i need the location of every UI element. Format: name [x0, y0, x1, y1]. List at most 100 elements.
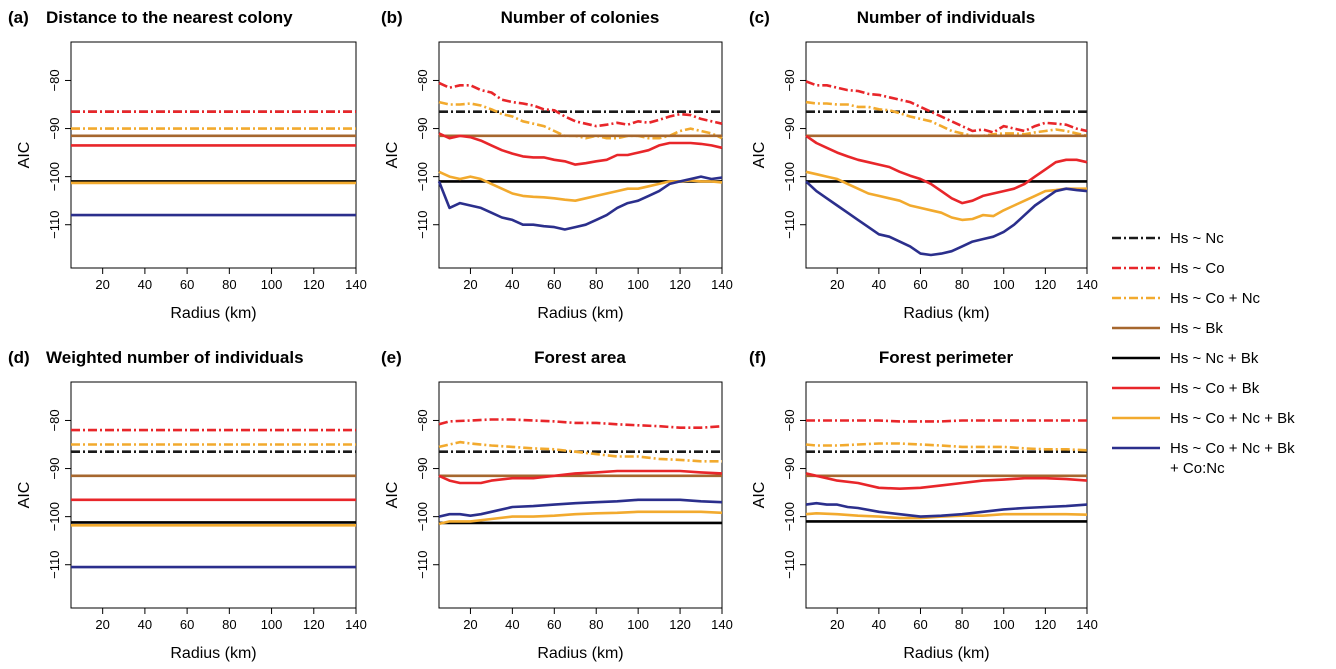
- x-tick-label: 120: [303, 277, 325, 292]
- x-tick-label: 100: [261, 277, 283, 292]
- x-tick-label: 80: [955, 277, 969, 292]
- y-axis-label: AIC: [16, 142, 33, 169]
- panel-f: (f) Forest perimeter 20 40 60 80 100 120 140 −80 −…: [749, 348, 1098, 662]
- y-tick-label: −80: [782, 409, 797, 431]
- y-tick-label: −100: [415, 162, 430, 191]
- x-tick-label: 40: [505, 277, 519, 292]
- series-line-full: [438, 498, 723, 518]
- legend-label: Hs ~ Co: [1170, 260, 1225, 277]
- x-tick-label: 20: [830, 277, 844, 292]
- panel-e: (e) Forest area 20 40 60 80 100 120 140 −80 −90 −10…: [381, 348, 733, 662]
- x-tick-label: 120: [1035, 277, 1057, 292]
- series-line-concbk: [805, 170, 1087, 222]
- x-tick-label: 120: [669, 277, 691, 292]
- series-line-conc: [805, 442, 1088, 452]
- panel-title: Number of individuals: [857, 8, 1036, 27]
- panel-letter: (b): [381, 8, 403, 27]
- x-tick-label: 120: [303, 617, 325, 632]
- series-line-conc: [805, 100, 1088, 138]
- x-tick-label: 140: [1076, 277, 1098, 292]
- y-tick-label: −110: [415, 551, 430, 579]
- panel-letter: (c): [749, 8, 770, 27]
- y-tick-label: −110: [47, 211, 62, 239]
- y-axis-label: AIC: [384, 142, 401, 169]
- x-tick-label: 100: [261, 617, 283, 632]
- series-line-full: [805, 180, 1088, 257]
- series-line-concbk: [438, 170, 723, 202]
- x-tick-label: 40: [505, 617, 519, 632]
- panel-letter: (d): [8, 348, 30, 367]
- x-axis-label: Radius (km): [537, 305, 623, 322]
- panel-letter: (f): [749, 348, 766, 367]
- plot-frame: [438, 41, 723, 269]
- y-tick-label: −80: [47, 409, 62, 431]
- panel-title: Forest area: [534, 348, 626, 367]
- y-tick-label: −90: [47, 118, 62, 140]
- legend-label: Hs ~ Co + Nc: [1170, 290, 1261, 307]
- x-tick-label: 60: [913, 617, 927, 632]
- series-line-cobk: [438, 132, 723, 166]
- x-tick-label: 60: [180, 617, 194, 632]
- y-axis-label: AIC: [751, 482, 768, 509]
- y-tick-label: −100: [782, 502, 797, 531]
- plot-frame: [70, 381, 357, 609]
- series-line-full: [437, 175, 723, 231]
- x-tick-label: 80: [222, 277, 236, 292]
- plot-frame: [70, 41, 357, 269]
- x-axis-label: Radius (km): [903, 645, 989, 662]
- y-tick-label: −100: [47, 162, 62, 191]
- y-tick-label: −80: [47, 69, 62, 91]
- plot-frame: [805, 41, 1088, 269]
- series-line-cobk: [805, 472, 1088, 490]
- y-axis-label: AIC: [16, 482, 33, 509]
- legend-label: Hs ~ Nc: [1170, 230, 1224, 247]
- y-tick-label: −80: [415, 69, 430, 91]
- x-axis-label: Radius (km): [170, 305, 256, 322]
- panel-title: Forest perimeter: [879, 348, 1014, 367]
- legend-label: Hs ~ Co + Nc + Bk: [1170, 410, 1295, 427]
- panel-letter: (a): [8, 8, 29, 27]
- y-tick-label: −90: [782, 458, 797, 480]
- x-tick-label: 80: [955, 617, 969, 632]
- x-tick-label: 140: [345, 277, 367, 292]
- series-line-conc: [438, 100, 723, 140]
- series-line-cobk: [438, 469, 723, 485]
- y-tick-label: −90: [415, 458, 430, 480]
- y-tick-label: −90: [415, 118, 430, 140]
- x-tick-label: 80: [589, 277, 603, 292]
- x-tick-label: 140: [1076, 617, 1098, 632]
- legend-label: Hs ~ Co + Nc + Bk: [1170, 440, 1295, 457]
- x-tick-label: 40: [872, 277, 886, 292]
- x-tick-label: 40: [872, 617, 886, 632]
- y-tick-label: −80: [415, 409, 430, 431]
- panel-a: (a) Distance to the nearest colony 20 40 60 8…: [8, 8, 367, 322]
- x-tick-label: 20: [463, 617, 477, 632]
- x-tick-label: 20: [830, 617, 844, 632]
- y-tick-label: −80: [782, 69, 797, 91]
- x-tick-label: 20: [463, 277, 477, 292]
- series-line-cobk: [805, 134, 1088, 205]
- legend-label: Hs ~ Nc + Bk: [1170, 350, 1259, 367]
- series-line-co: [806, 419, 1087, 423]
- y-tick-label: −110: [782, 211, 797, 239]
- y-tick-label: −90: [782, 118, 797, 140]
- panel-b: (b) Number of colonies 20 40 60 80 100 120 140 −8…: [381, 8, 733, 322]
- x-tick-label: 60: [180, 277, 194, 292]
- x-axis-label: Radius (km): [537, 645, 623, 662]
- y-tick-label: −100: [415, 502, 430, 531]
- x-tick-label: 80: [589, 617, 603, 632]
- x-tick-label: 100: [627, 277, 649, 292]
- legend-label: Hs ~ Co + Bk: [1170, 380, 1260, 397]
- y-tick-label: −110: [415, 211, 430, 239]
- x-tick-label: 60: [547, 277, 561, 292]
- panel-title: Distance to the nearest colony: [46, 8, 293, 27]
- x-tick-label: 60: [913, 277, 927, 292]
- y-tick-label: −110: [782, 551, 797, 579]
- y-tick-label: −100: [782, 162, 797, 191]
- x-tick-label: 20: [95, 277, 109, 292]
- panel-c: (c) Number of individuals 20 40 60 80 100 120 14…: [749, 8, 1098, 322]
- legend: Hs ~ Nc Hs ~ Co Hs ~ Co + Nc Hs ~ Bk Hs ~ Nc…: [1112, 230, 1295, 477]
- x-tick-label: 40: [138, 277, 152, 292]
- x-tick-label: 140: [345, 617, 367, 632]
